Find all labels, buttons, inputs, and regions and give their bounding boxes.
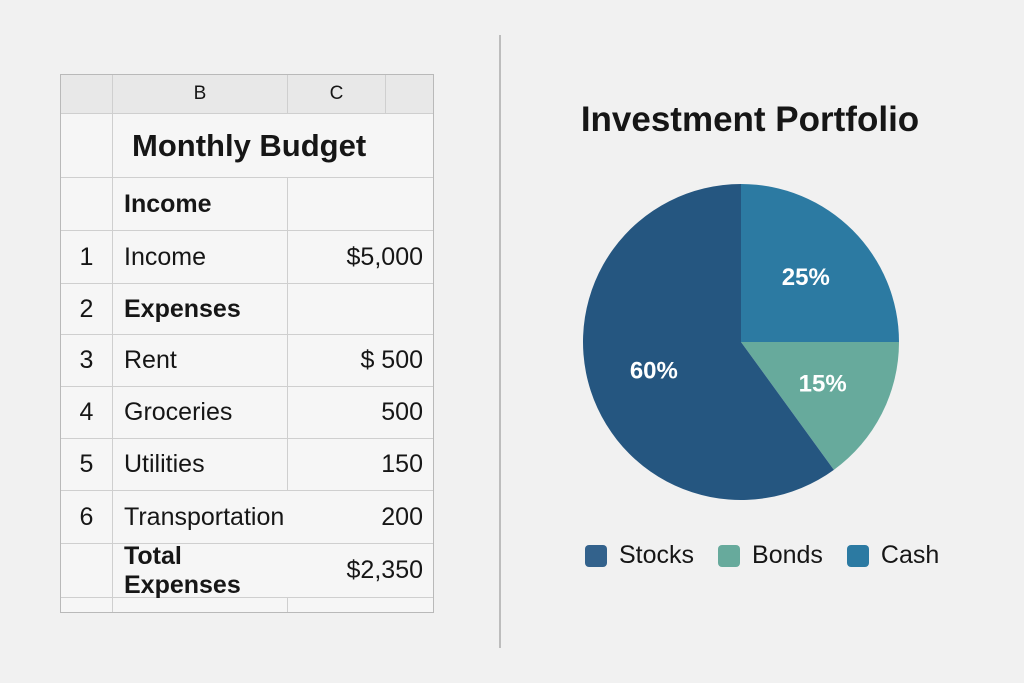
label-cell[interactable]: Expenses xyxy=(113,284,288,334)
row-number[interactable]: 5 xyxy=(61,439,113,490)
column-header-b[interactable]: B xyxy=(113,75,288,113)
pie-slice-stocks xyxy=(583,184,834,500)
label-cell[interactable]: Transportation xyxy=(124,502,285,531)
total-value[interactable]: $2,350 xyxy=(346,556,423,584)
chart-title: Investment Portfolio xyxy=(580,100,920,139)
empty-row xyxy=(61,598,433,612)
label-cell[interactable]: Utilities xyxy=(113,439,288,490)
legend-item-bonds: Bonds xyxy=(718,541,823,570)
title-row: Monthly Budget xyxy=(61,114,433,178)
panel-divider xyxy=(499,35,501,648)
label-cell[interactable]: Rent xyxy=(113,335,288,386)
row-number[interactable]: 2 xyxy=(61,284,113,334)
legend-swatch-cash xyxy=(846,544,869,567)
table-row: 1 Income $5,000 xyxy=(61,231,433,284)
legend-swatch-stocks xyxy=(585,544,607,567)
value-cell[interactable]: 150 xyxy=(381,450,423,478)
table-row: 4 Groceries 500 xyxy=(61,387,433,439)
row-number[interactable]: 1 xyxy=(61,231,113,283)
pie-slice-bonds xyxy=(741,342,899,470)
table-row: 5 Utilities 150 xyxy=(61,439,433,491)
corner-cell[interactable] xyxy=(61,75,113,113)
total-label[interactable]: Total Expenses xyxy=(124,541,241,599)
column-header-row: B C xyxy=(61,75,433,114)
pie-label-bonds: 15% xyxy=(799,371,847,398)
total-row: Total Expenses $2,350 xyxy=(61,541,433,599)
row-number[interactable]: 6 xyxy=(61,491,113,543)
legend-label: Bonds xyxy=(752,541,823,569)
row-number[interactable] xyxy=(61,544,113,597)
value-cell[interactable]: 500 xyxy=(381,398,423,426)
value-cell[interactable]: 200 xyxy=(381,502,423,531)
table-row: 6 Transportation 200 xyxy=(61,491,433,544)
pie-label-cash: 25% xyxy=(782,264,830,291)
table-row: 3 Rent $ 500 xyxy=(61,335,433,387)
label-cell[interactable]: Income xyxy=(113,231,288,283)
legend-label: Cash xyxy=(880,541,940,569)
section-income[interactable]: Income xyxy=(113,178,288,230)
empty-cell[interactable] xyxy=(113,598,288,612)
budget-spreadsheet: B C Monthly Budget Income 1 Income $5,00… xyxy=(60,74,434,613)
sheet-title[interactable]: Monthly Budget xyxy=(132,127,367,163)
legend-label: Stocks xyxy=(619,541,695,569)
row-number[interactable] xyxy=(61,598,113,612)
label-cell[interactable]: Groceries xyxy=(113,387,288,438)
pie-slice-cash xyxy=(741,184,899,342)
row-number[interactable] xyxy=(61,114,113,177)
row-number[interactable]: 4 xyxy=(61,387,113,438)
pie-label-stocks: 60% xyxy=(630,357,678,384)
value-cell[interactable]: $ 500 xyxy=(360,346,423,374)
legend-swatch-bonds xyxy=(718,544,741,567)
row-number[interactable]: 3 xyxy=(61,335,113,386)
column-header-c[interactable]: C xyxy=(288,75,386,113)
legend-item-cash: Cash xyxy=(846,541,940,570)
legend-item-stocks: Stocks xyxy=(585,541,694,570)
value-cell[interactable]: $5,000 xyxy=(346,242,423,271)
income-section-row: Income xyxy=(61,178,433,231)
row-number[interactable] xyxy=(61,178,113,230)
chart-legend: Stocks Bonds Cash xyxy=(585,541,939,570)
table-row: 2 Expenses xyxy=(61,284,433,335)
